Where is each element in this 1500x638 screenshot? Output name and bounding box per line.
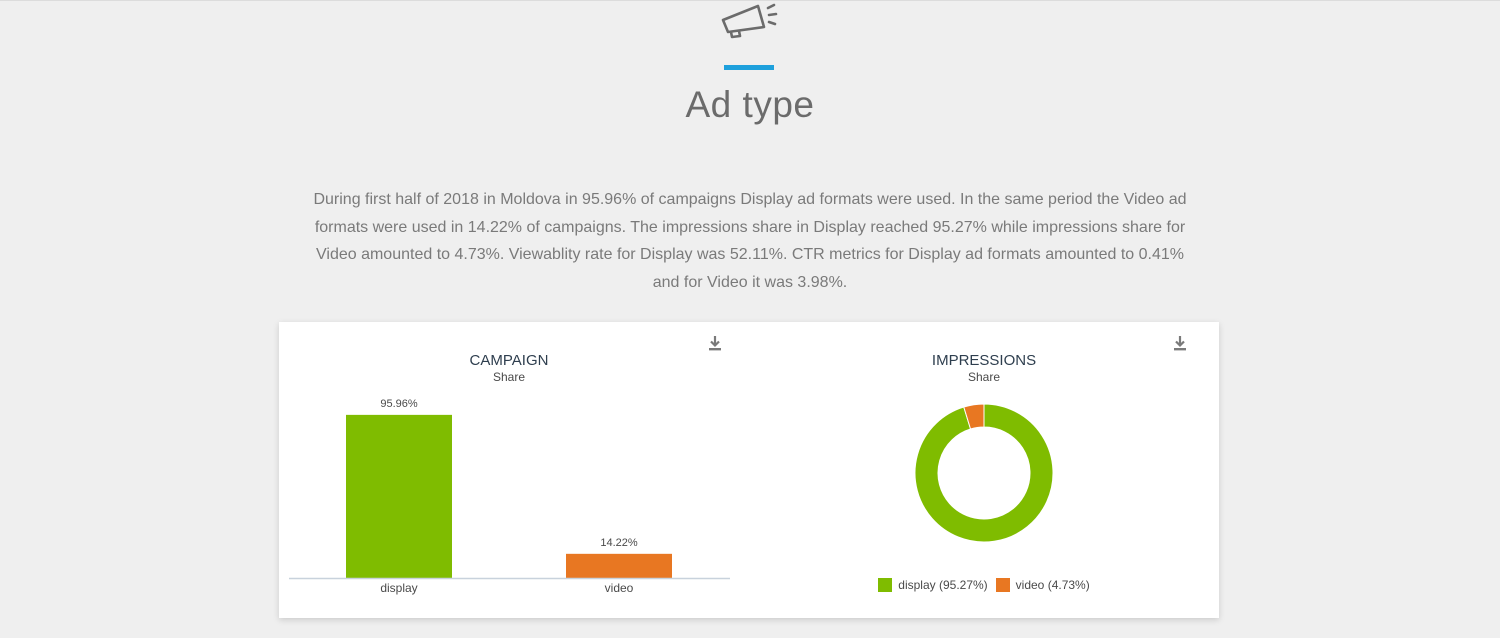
megaphone-icon [721,3,778,39]
legend-item-display[interactable]: display (95.27%) [878,578,988,592]
impressions-chart-panel: IMPRESSIONS Share display (95.27%) video… [749,322,1219,618]
campaign-bar-chart: 95.96% 14.22% display video [289,398,730,595]
impressions-chart-title: IMPRESSIONS [931,352,1037,369]
slice-display[interactable] [914,403,1054,543]
legend-swatch-display [878,578,893,592]
download-icon[interactable] [1172,334,1188,352]
campaign-chart-panel: CAMPAIGN Share 95.96% 14.22% display vid… [279,322,749,618]
section-description: During first half of 2018 in Moldova in … [313,191,1187,291]
impressions-chart-subtitle: Share [967,370,1001,384]
legend-label-display: display (95.27%) [898,578,988,592]
campaign-chart-subtitle: Share [492,370,526,384]
x-tick-video: video [605,581,634,595]
x-tick-display: display [380,581,417,595]
section-accent-bar [724,65,774,70]
legend-swatch-video [995,578,1010,592]
download-icon[interactable] [707,334,723,352]
bar-display[interactable] [346,414,452,578]
campaign-chart-title: CAMPAIGN [469,352,549,369]
legend-label-video: video (4.73%) [1015,578,1090,592]
bar-video[interactable] [566,553,672,578]
legend-item-video[interactable]: video (4.73%) [995,578,1090,592]
section-title: Ad type [685,84,815,125]
slice-video[interactable] [963,403,985,430]
impressions-donut-chart [914,403,1054,543]
data-label-video: 14.22% [600,537,638,549]
data-label-display: 95.96% [380,398,418,410]
impressions-legend: display (95.27%) video (4.73%) [749,578,1219,592]
top-divider [0,0,1500,1]
charts-card: CAMPAIGN Share 95.96% 14.22% display vid… [279,322,1219,618]
